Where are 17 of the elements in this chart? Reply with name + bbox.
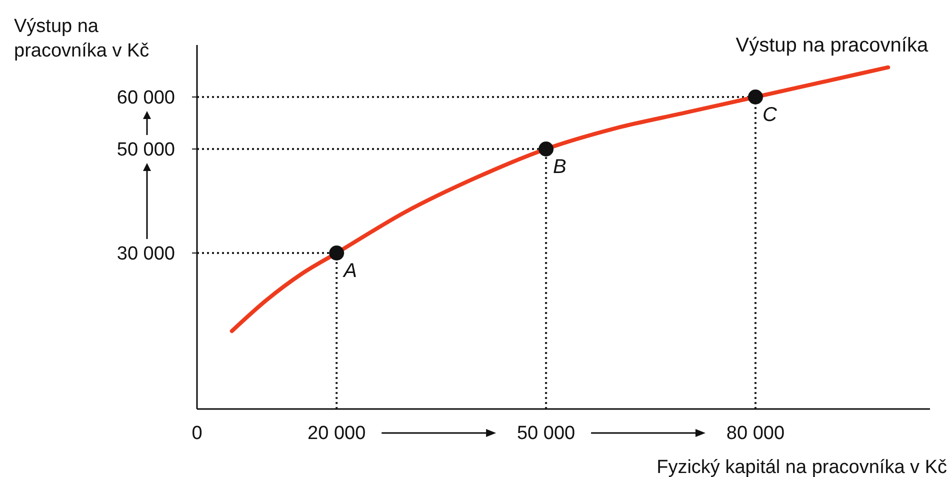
annotation: C	[762, 104, 778, 126]
point	[748, 90, 763, 104]
point	[538, 142, 554, 156]
y-tick-label: 50 000	[116, 140, 175, 161]
series-label: Výstup na pracovníka	[736, 34, 929, 56]
x-tick-label: 0	[192, 423, 202, 444]
x-tick-label: 20 000	[308, 423, 366, 444]
y-tick-label: 60 000	[116, 88, 175, 109]
line-series	[230, 65, 890, 333]
annotation: A	[342, 260, 357, 282]
x-tick-label: 50 000	[516, 423, 576, 444]
y-axis-title: Výstup na pracovníka v Kč	[14, 16, 150, 62]
x-axis-title: Fyzický kapitál na pracovníka v Kč	[656, 457, 947, 477]
point	[329, 246, 344, 260]
annotation: B	[553, 156, 566, 178]
y-tick-label: 30 000	[116, 244, 175, 265]
x-tick-label: 80 000	[726, 423, 785, 444]
